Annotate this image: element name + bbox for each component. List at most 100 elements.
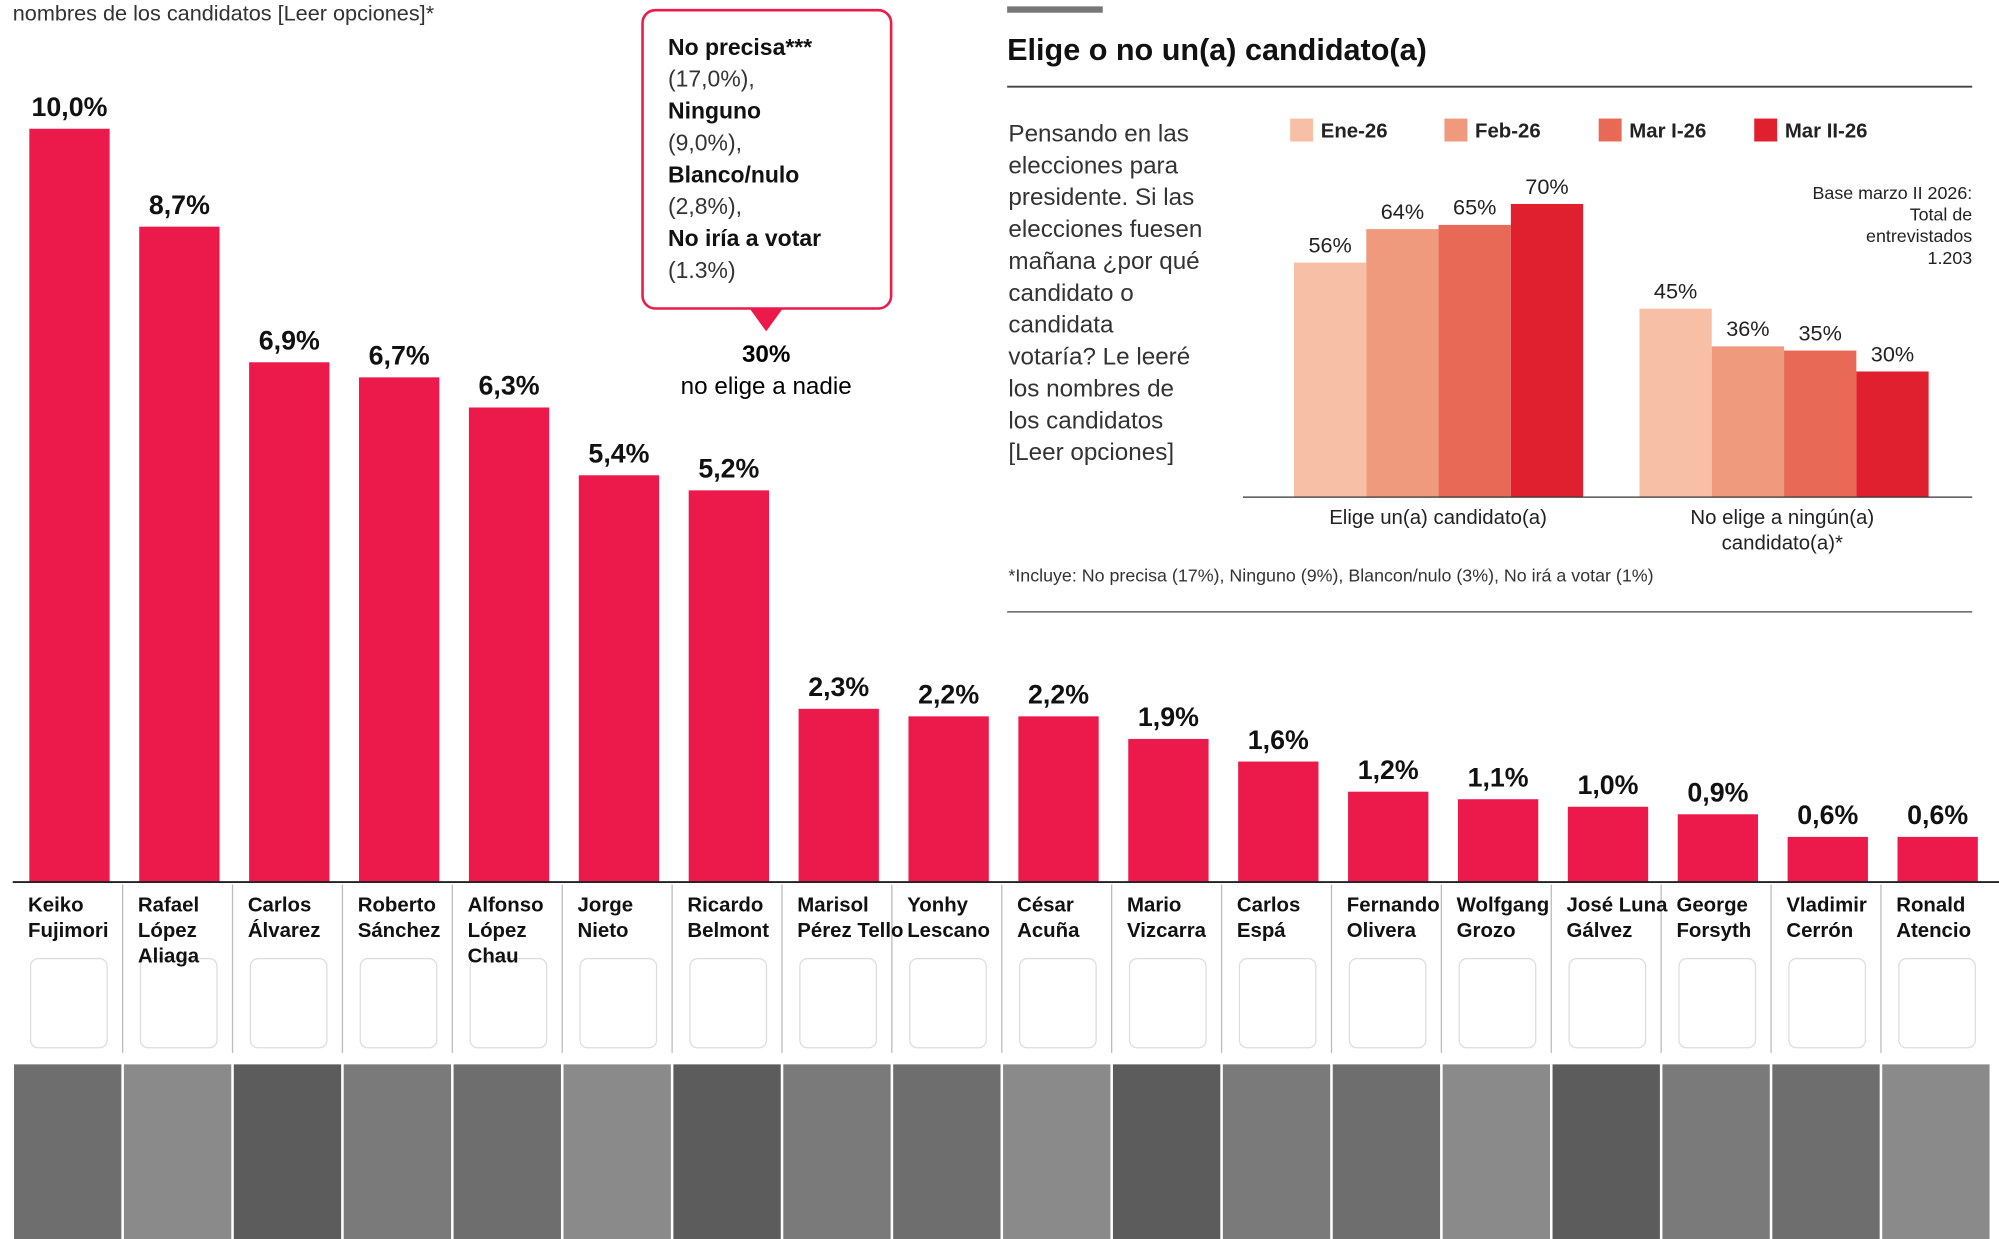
party-logo [1128,957,1207,1049]
candidate-name: Rafael López Aliaga [137,894,200,968]
candidate-name: Fernando Olivera [1346,894,1440,942]
candidate-name: Keiko Fujimori [28,894,109,942]
candidate-photo [343,1064,452,1239]
candidate-name: Carlos Álvarez [247,894,321,942]
value-label: 5,4% [588,439,649,469]
candidate-name: Yonhy Lescano [907,894,990,942]
candidate-name: Jorge Nieto [577,894,634,942]
candidate-name: Wolfgang Grozo [1456,894,1550,942]
candidate-name: Ricardo Belmont [687,894,769,942]
bar [1711,346,1785,498]
value-label: 6,3% [479,371,540,401]
party-logo [1788,957,1867,1049]
bar [29,128,110,883]
party-logo [29,957,108,1049]
bar [1787,836,1868,883]
party-logo [139,957,218,1049]
value-label: 45% [1654,278,1697,303]
bar [1510,203,1584,498]
party-logo [909,957,987,1049]
candidate-photo [453,1064,561,1239]
value-label: 2,2% [1028,680,1089,710]
candidate-name: Roberto Sánchez [357,894,441,942]
legend-swatch [1290,118,1314,142]
bar [1784,350,1857,498]
bar [578,475,660,883]
callout-value: (17,0%), [668,66,755,92]
party-logo [689,957,768,1049]
candidate-photo [233,1064,342,1239]
callout-value: (2,8%), [668,193,742,219]
candidate-photo [1882,1064,1990,1239]
party-logo [249,957,328,1049]
party-logo [469,957,548,1049]
candidate-photo [1112,1064,1221,1239]
bar [1438,224,1511,498]
candidate-name: César Acuña [1017,894,1080,942]
value-label: 35% [1799,320,1842,345]
value-label: 1,0% [1577,770,1638,800]
bar [1238,761,1319,883]
party-logo [1568,957,1647,1049]
party-logo [1348,957,1427,1049]
footnote: *Incluye: No precisa (17%), Ninguno (9%)… [1008,565,1653,585]
callout-label: No iría a votar [668,225,821,251]
question: Pensando en las elecciones para presiden… [1008,121,1203,467]
base-note: Base marzo II 2026: Total de entrevistad… [1812,182,1973,268]
value-label: 2,2% [918,680,979,710]
candidate-name: Mario Vizcarra [1126,894,1207,942]
candidate-photo [673,1064,781,1239]
legend-swatch [1444,118,1468,142]
callout-total: 30% [742,341,790,368]
callout-total-text: no elige a nadie [681,373,852,400]
value-label: 64% [1381,199,1424,224]
candidate-photo [563,1064,671,1239]
callout-value: (1.3%) [668,257,736,283]
value-label: 2,3% [808,672,869,702]
subtitle: nombres de los candidatos [Leer opciones… [13,0,435,25]
bar [359,377,440,883]
value-label: 6,7% [369,341,430,371]
candidate-photo [14,1064,122,1239]
bar [688,490,770,883]
legend-swatch [1754,118,1778,142]
candidate-name: Vladimir Cerrón [1786,894,1867,942]
value-label: 5,2% [698,454,759,484]
candidate-name: Marisol Pérez Tello [797,894,904,942]
inset-title: Elige o no un(a) candidato(a) [1007,33,1427,67]
value-label: 10,0% [32,92,108,122]
callout-label: Blanco/nulo [668,161,799,187]
value-label: 70% [1525,174,1568,199]
party-logo [1019,957,1097,1049]
party-logo [799,957,877,1049]
legend-swatch [1598,118,1622,142]
value-label: 1,9% [1138,702,1199,732]
bar [1293,262,1367,498]
candidate-name: Alfonso López Chau [467,894,544,968]
value-label: 0,6% [1907,800,1968,830]
value-label: 1,1% [1468,762,1529,792]
bar [908,716,989,883]
candidate-photo [1442,1064,1550,1239]
candidate-name: Ronald Atencio [1896,894,1972,942]
candidate-name: George Forsyth [1676,894,1752,942]
candidate-photo [1222,1064,1331,1239]
party-logo [1898,957,1976,1049]
bar [798,708,879,883]
candidate-photo [893,1064,1001,1239]
bar [249,362,330,883]
bar [1567,806,1649,883]
value-label: 30% [1871,341,1914,366]
bar [1018,716,1099,883]
value-label: 36% [1726,316,1769,341]
candidate-photo [1772,1064,1880,1239]
value-label: 0,6% [1797,800,1858,830]
legend-label: Ene-26 [1321,121,1388,143]
candidate-name: Carlos Espá [1236,894,1301,942]
candidate-photo [783,1064,891,1239]
bar [139,226,220,883]
party-logo [1458,957,1537,1049]
